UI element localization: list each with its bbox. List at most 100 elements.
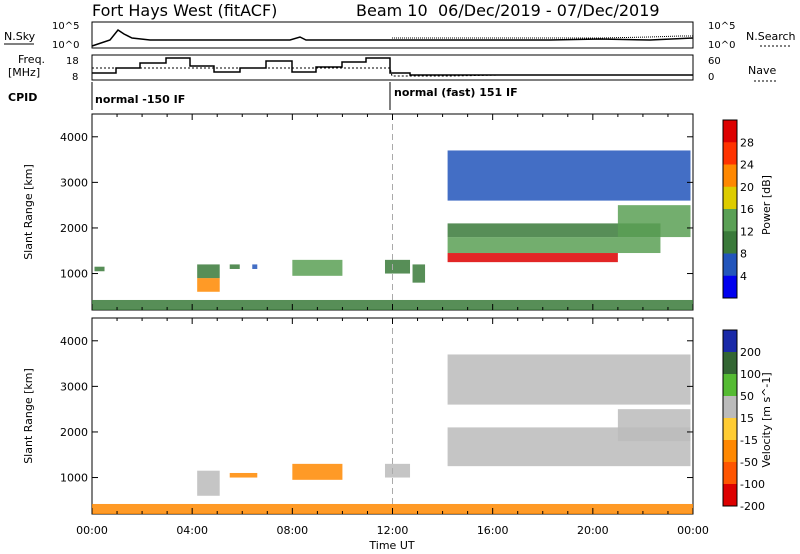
nsearch-top-tick: 10^5 xyxy=(708,21,735,32)
xtick-label: 12:00 xyxy=(377,524,409,537)
colorbars: 28 24 20 16 12 8 4 200 100 50 15 -15 -50 -100 -200 xyxy=(722,119,765,513)
xtick-label: 08:00 xyxy=(276,524,308,537)
power-colorbar-label: Power [dB] xyxy=(760,175,773,235)
nsky-series-line xyxy=(91,28,694,47)
xtick-label: 00:00 xyxy=(677,524,709,537)
station-title: Fort Hays West (fitACF) xyxy=(92,1,277,20)
colorbar-tick-label: 28 xyxy=(740,136,754,149)
colorbar-tick-label: 15 xyxy=(740,412,754,425)
colorbar-swatch xyxy=(723,374,737,397)
nsearch-bottom-tick: 10^0 xyxy=(708,40,735,51)
freq-series-line xyxy=(92,57,693,76)
colorbar-tick-label: 4 xyxy=(740,270,747,283)
colorbar-swatch xyxy=(723,484,737,507)
scatter-region xyxy=(197,264,220,279)
plot-frame xyxy=(91,317,694,515)
scatter-region xyxy=(617,409,691,442)
freq-top-tick: 18 xyxy=(66,56,79,67)
nave-top-tick: 60 xyxy=(708,56,721,67)
ytick-label: 1000 xyxy=(60,268,88,281)
scatter-region xyxy=(447,237,661,254)
colorbar-swatch xyxy=(723,231,737,254)
xtick-label: 00:00 xyxy=(76,524,108,537)
colorbar-tick-label: -200 xyxy=(740,500,765,513)
scatter-region xyxy=(617,205,691,238)
colorbar-tick-label: 12 xyxy=(740,225,754,238)
nave-series-line xyxy=(92,67,693,77)
ytick-label: 4000 xyxy=(60,131,88,144)
colorbar-tick-label: 100 xyxy=(740,368,761,381)
date-range: 06/Dec/2019 - 07/Dec/2019 xyxy=(438,1,660,20)
velocity-colorbar-label: Velocity [m s^-1] xyxy=(760,372,773,467)
freq-label: Freq. xyxy=(18,53,45,66)
freq-unit: [MHz] xyxy=(8,66,40,79)
colorbar-swatch xyxy=(723,120,737,143)
ytick-label: 2000 xyxy=(60,426,88,439)
scatter-region xyxy=(447,253,618,263)
plot-frame xyxy=(91,113,694,311)
colorbar-frame xyxy=(722,119,738,299)
colorbar-swatch xyxy=(723,396,737,419)
nave-label: Nave xyxy=(748,64,776,77)
xtick-label: 20:00 xyxy=(577,524,609,537)
xtick-label: 04:00 xyxy=(176,524,208,537)
scatter-region xyxy=(384,463,411,478)
colorbar-swatch xyxy=(723,164,737,188)
velocity-ylabel: Slant Range [km] xyxy=(22,368,35,464)
ytick-label: 2000 xyxy=(60,222,88,235)
colorbar-swatch xyxy=(723,462,737,485)
colorbar-tick-label: 16 xyxy=(740,203,754,216)
scatter-region xyxy=(229,472,258,478)
colorbar-swatch xyxy=(723,186,737,210)
scatter-region xyxy=(447,354,691,405)
colorbar-swatch xyxy=(723,275,737,299)
nsearch-label: N.Search xyxy=(746,30,796,43)
nsearch-series-line xyxy=(392,35,693,39)
colorbar-tick-label: 24 xyxy=(740,159,754,172)
velocity-panel: 1000 2000 3000 4000 00:00 04:00 08:00 12:00 16:0… xyxy=(60,317,709,537)
colorbar-frame xyxy=(722,329,738,507)
scatter-region xyxy=(292,463,343,480)
colorbar-tick-label: 20 xyxy=(740,181,754,194)
ytick-label: 4000 xyxy=(60,335,88,348)
colorbar-tick-label: 50 xyxy=(740,390,754,403)
colorbar-tick-label: -50 xyxy=(740,456,758,469)
colorbar-tick-label: 200 xyxy=(740,346,761,359)
colorbar-swatch xyxy=(723,209,737,232)
scatter-region xyxy=(447,150,691,201)
power-ylabel: Slant Range [km] xyxy=(22,164,35,260)
power-panel: 1000 2000 3000 4000 xyxy=(60,113,694,311)
beam-label: Beam 10 xyxy=(356,1,428,20)
freq-bottom-tick: 8 xyxy=(72,72,78,83)
xtick-label: 16:00 xyxy=(477,524,509,537)
colorbar-tick-label: 8 xyxy=(740,248,747,261)
nsky-panel xyxy=(91,21,694,49)
ytick-label: 3000 xyxy=(60,176,88,189)
scatter-region xyxy=(197,278,220,292)
nsky-top-tick: 10^5 xyxy=(52,21,79,32)
colorbar-swatch xyxy=(723,418,737,441)
colorbar-tick-label: -100 xyxy=(740,478,765,491)
nsky-label: N.Sky xyxy=(4,30,36,43)
cpid-label: CPID xyxy=(8,91,37,104)
colorbar-swatch xyxy=(723,330,737,353)
scatter-region xyxy=(412,264,426,283)
scatter-region xyxy=(229,264,240,269)
scatter-region xyxy=(384,259,411,274)
ytick-label: 3000 xyxy=(60,380,88,393)
xaxis-label: Time UT xyxy=(368,539,414,552)
scatter-region xyxy=(292,259,343,276)
scatter-region xyxy=(197,470,220,496)
scatter-region xyxy=(447,223,661,238)
ytick-label: 1000 xyxy=(60,472,88,485)
colorbar-swatch xyxy=(723,440,737,463)
scatter-region xyxy=(252,264,258,269)
colorbar-swatch xyxy=(723,352,737,375)
colorbar-swatch xyxy=(723,142,737,165)
colorbar-tick-label: -15 xyxy=(740,434,758,447)
colorbar-swatch xyxy=(723,253,737,277)
scatter-region xyxy=(94,266,105,272)
cpid-mode-2: normal (fast) 151 IF xyxy=(394,86,518,99)
nsky-bottom-tick: 10^0 xyxy=(52,40,79,51)
